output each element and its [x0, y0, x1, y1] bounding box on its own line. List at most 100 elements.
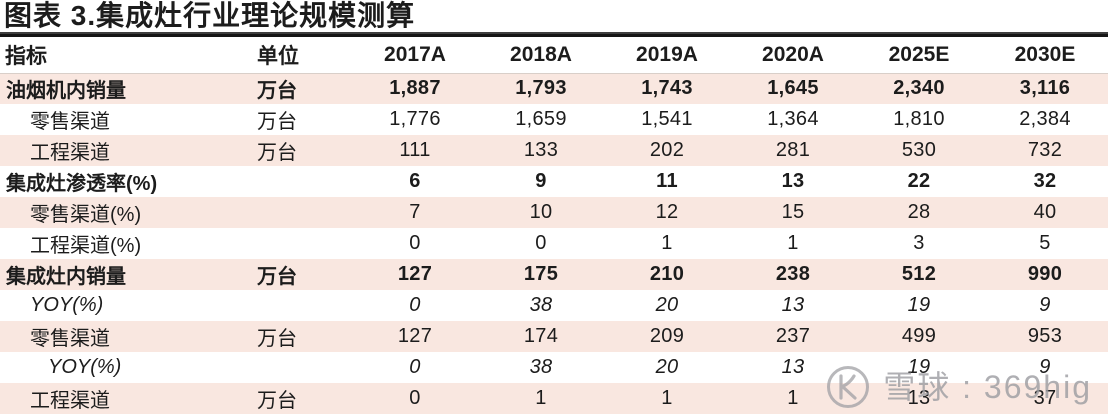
row-unit: 万台	[257, 135, 352, 166]
row-value-2020A: 1	[730, 383, 856, 414]
row-value-2019A: 1	[604, 228, 730, 259]
row-indicator: YOY(%)	[0, 290, 257, 321]
table-row: YOY(%) 0 38 20 13 19 9	[0, 352, 1108, 383]
row-value-2018A: 10	[478, 197, 604, 228]
row-unit: 万台	[257, 259, 352, 290]
row-value-2018A: 174	[478, 321, 604, 352]
row-value-2025E: 13	[856, 383, 982, 414]
row-value-2019A: 11	[604, 166, 730, 197]
row-unit	[257, 228, 352, 259]
table-row: YOY(%) 0 38 20 13 19 9	[0, 290, 1108, 321]
row-value-2030E: 990	[982, 259, 1108, 290]
row-indicator: 集成灶渗透率(%)	[0, 166, 257, 197]
row-indicator: 零售渠道	[0, 321, 257, 352]
row-value-2030E: 9	[982, 352, 1108, 383]
row-value-2020A: 13	[730, 352, 856, 383]
row-value-2019A: 12	[604, 197, 730, 228]
table-row: 油烟机内销量 万台 1,887 1,793 1,743 1,645 2,340 3,116	[0, 73, 1108, 104]
row-value-2019A: 209	[604, 321, 730, 352]
row-value-2025E: 22	[856, 166, 982, 197]
row-unit: 万台	[257, 73, 352, 104]
row-indicator: YOY(%)	[0, 352, 257, 383]
row-value-2020A: 1,645	[730, 73, 856, 104]
row-value-2025E: 19	[856, 352, 982, 383]
table-row: 工程渠道(%) 0 0 1 1 3 5	[0, 228, 1108, 259]
row-value-2030E: 37	[982, 383, 1108, 414]
row-value-2018A: 1	[478, 383, 604, 414]
table-row: 零售渠道(%) 7 10 12 15 28 40	[0, 197, 1108, 228]
row-value-2019A: 210	[604, 259, 730, 290]
row-value-2018A: 0	[478, 228, 604, 259]
row-value-2017A: 1,887	[352, 73, 478, 104]
header-year-2025E: 2025E	[856, 37, 982, 74]
row-value-2018A: 1,793	[478, 73, 604, 104]
title-rule-divider	[0, 32, 1108, 37]
row-indicator: 油烟机内销量	[0, 73, 257, 104]
row-value-2018A: 175	[478, 259, 604, 290]
header-year-2030E: 2030E	[982, 37, 1108, 74]
row-value-2017A: 1,776	[352, 104, 478, 135]
row-value-2019A: 1,743	[604, 73, 730, 104]
row-unit	[257, 166, 352, 197]
row-value-2030E: 5	[982, 228, 1108, 259]
row-value-2025E: 499	[856, 321, 982, 352]
table-row: 零售渠道 万台 127 174 209 237 499 953	[0, 321, 1108, 352]
row-value-2020A: 13	[730, 290, 856, 321]
row-value-2020A: 281	[730, 135, 856, 166]
row-value-2025E: 3	[856, 228, 982, 259]
row-unit	[257, 197, 352, 228]
row-value-2020A: 13	[730, 166, 856, 197]
row-value-2017A: 0	[352, 228, 478, 259]
header-year-2018A: 2018A	[478, 37, 604, 74]
row-value-2019A: 1,541	[604, 104, 730, 135]
row-value-2018A: 1,659	[478, 104, 604, 135]
row-indicator: 集成灶内销量	[0, 259, 257, 290]
table-body: 油烟机内销量 万台 1,887 1,793 1,743 1,645 2,340 3,116 零售…	[0, 73, 1108, 414]
row-value-2018A: 133	[478, 135, 604, 166]
row-value-2018A: 38	[478, 352, 604, 383]
row-indicator: 工程渠道	[0, 383, 257, 414]
table-row: 集成灶内销量 万台 127 175 210 238 512 990	[0, 259, 1108, 290]
row-value-2019A: 20	[604, 352, 730, 383]
row-indicator: 零售渠道	[0, 104, 257, 135]
row-value-2017A: 0	[352, 290, 478, 321]
header-indicator: 指标	[0, 37, 257, 74]
row-unit: 万台	[257, 104, 352, 135]
row-value-2030E: 9	[982, 290, 1108, 321]
row-unit: 万台	[257, 383, 352, 414]
row-value-2025E: 1,810	[856, 104, 982, 135]
row-value-2025E: 512	[856, 259, 982, 290]
row-value-2019A: 20	[604, 290, 730, 321]
row-value-2020A: 1,364	[730, 104, 856, 135]
row-value-2017A: 127	[352, 321, 478, 352]
header-year-2017A: 2017A	[352, 37, 478, 74]
row-value-2025E: 530	[856, 135, 982, 166]
row-value-2019A: 202	[604, 135, 730, 166]
row-value-2030E: 3,116	[982, 73, 1108, 104]
row-value-2020A: 1	[730, 228, 856, 259]
row-indicator: 工程渠道	[0, 135, 257, 166]
row-value-2025E: 2,340	[856, 73, 982, 104]
table-row: 工程渠道 万台 0 1 1 1 13 37	[0, 383, 1108, 414]
row-value-2020A: 15	[730, 197, 856, 228]
row-unit	[257, 352, 352, 383]
row-value-2025E: 28	[856, 197, 982, 228]
row-value-2017A: 127	[352, 259, 478, 290]
row-indicator: 工程渠道(%)	[0, 228, 257, 259]
row-value-2017A: 7	[352, 197, 478, 228]
row-value-2020A: 237	[730, 321, 856, 352]
row-value-2025E: 19	[856, 290, 982, 321]
row-value-2030E: 40	[982, 197, 1108, 228]
row-value-2018A: 38	[478, 290, 604, 321]
row-value-2017A: 0	[352, 383, 478, 414]
header-year-2019A: 2019A	[604, 37, 730, 74]
row-unit: 万台	[257, 321, 352, 352]
row-value-2030E: 732	[982, 135, 1108, 166]
row-value-2030E: 32	[982, 166, 1108, 197]
figure-title: 图表 3.集成灶行业理论规模测算	[4, 0, 416, 31]
row-value-2030E: 953	[982, 321, 1108, 352]
table-header-row: 指标 单位 2017A 2018A 2019A 2020A 2025E 2030E	[0, 37, 1108, 74]
industry-scale-table: 指标 单位 2017A 2018A 2019A 2020A 2025E 2030E 油烟机…	[0, 37, 1108, 414]
table-row: 集成灶渗透率(%) 6 9 11 13 22 32	[0, 166, 1108, 197]
table-row: 工程渠道 万台 111 133 202 281 530 732	[0, 135, 1108, 166]
